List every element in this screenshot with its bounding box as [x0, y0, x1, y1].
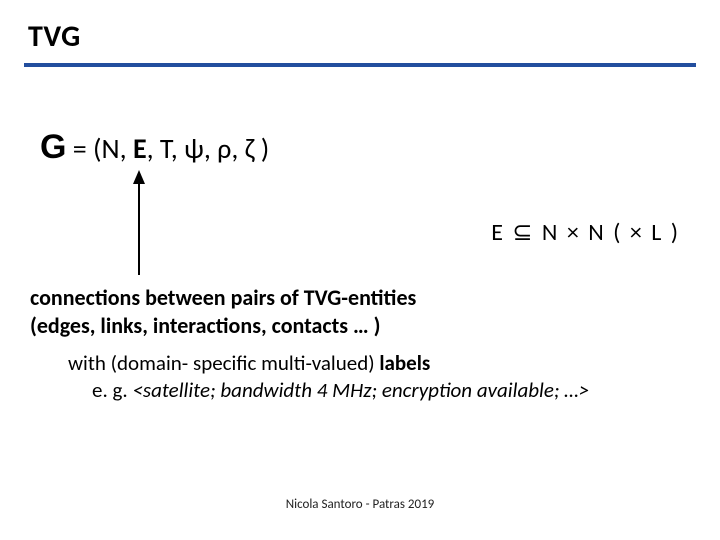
labels-block: with (domain- specific multi-valued) lab… — [68, 350, 589, 405]
slide: TVG G = (N, E, T, ψ, ρ, ζ ) E ⊆ N × N ( … — [0, 0, 720, 540]
formula-rest: , T, ψ, ρ, ζ ) — [147, 131, 270, 166]
labels-word: labels — [379, 350, 430, 376]
slide-footer: Nicola Santoro - Patras 2019 — [0, 497, 720, 512]
desc-line-2: (edges, links, interactions, contacts … … — [30, 312, 416, 340]
slide-title: TVG — [28, 18, 720, 55]
edges-description: connections between pairs of TVG-entitie… — [30, 284, 416, 339]
tvg-formula: G = (N, E, T, ψ, ρ, ζ ) — [40, 128, 269, 167]
labels-line-1-pre: with (domain- specific multi-valued) — [68, 350, 379, 376]
labels-line-1: with (domain- specific multi-valued) lab… — [68, 350, 589, 377]
formula-g: G — [40, 128, 66, 166]
title-area: TVG — [0, 0, 720, 55]
formula-e: E — [127, 131, 147, 166]
labels-eg-text: <satellite; bandwidth 4 MHz; encryption … — [132, 377, 589, 403]
arrow-up-icon — [131, 170, 147, 275]
desc-line-1: connections between pairs of TVG-entitie… — [30, 284, 416, 312]
subset-relation: E ⊆ N × N ( × L ) — [491, 218, 680, 247]
labels-eg-prefix: e. g. — [92, 377, 132, 403]
title-rule — [24, 63, 696, 67]
formula-eq: = (N, — [66, 131, 126, 166]
labels-example: e. g. <satellite; bandwidth 4 MHz; encry… — [92, 377, 589, 404]
